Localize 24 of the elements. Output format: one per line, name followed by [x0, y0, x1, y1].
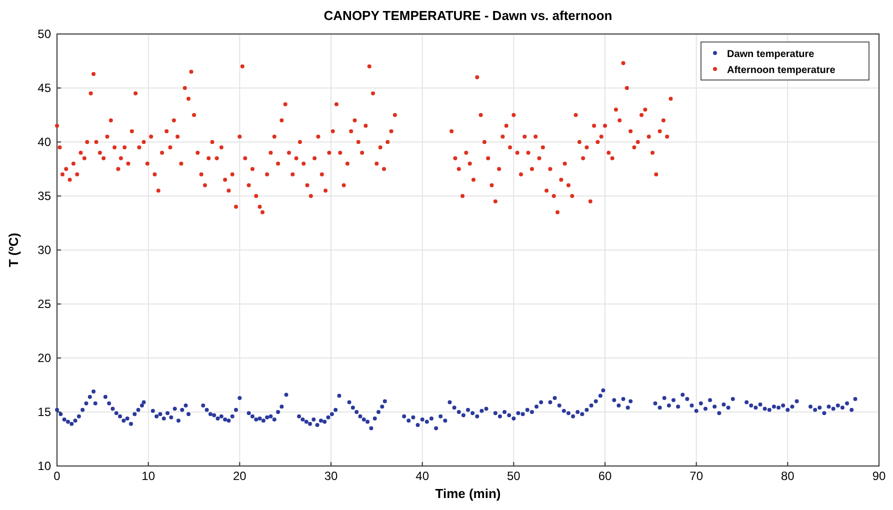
chart-title: CANOPY TEMPERATURE - Dawn vs. afternoon	[324, 8, 612, 23]
y-tick-label: 25	[38, 297, 52, 311]
y-tick-label: 50	[38, 27, 52, 41]
y-tick-label: 20	[38, 351, 52, 365]
x-tick-label: 40	[416, 469, 430, 483]
y-tick-label: 35	[38, 189, 52, 203]
x-tick-label: 20	[232, 469, 247, 483]
x-tick-label: 90	[872, 469, 886, 483]
y-tick-label: 40	[38, 135, 52, 149]
y-tick-label: 30	[38, 243, 52, 257]
x-tick-label: 50	[506, 469, 521, 483]
y-tick-label: 15	[38, 405, 52, 419]
y-tick-label: 10	[38, 459, 52, 473]
x-tick-label: 10	[142, 469, 156, 483]
legend-label: Afternoon temperature	[727, 65, 836, 76]
y-tick-label: 45	[38, 81, 52, 95]
x-tick-label: 80	[780, 469, 795, 483]
y-axis-title: T (ºC)	[6, 232, 21, 268]
x-axis-title: Time (min)	[435, 486, 501, 501]
x-tick-label: 0	[54, 469, 61, 483]
x-tick-label: 70	[690, 469, 704, 483]
x-tick-label: 30	[324, 469, 338, 483]
legend-label: Dawn temperature	[727, 49, 815, 60]
x-tick-label: 60	[598, 469, 612, 483]
